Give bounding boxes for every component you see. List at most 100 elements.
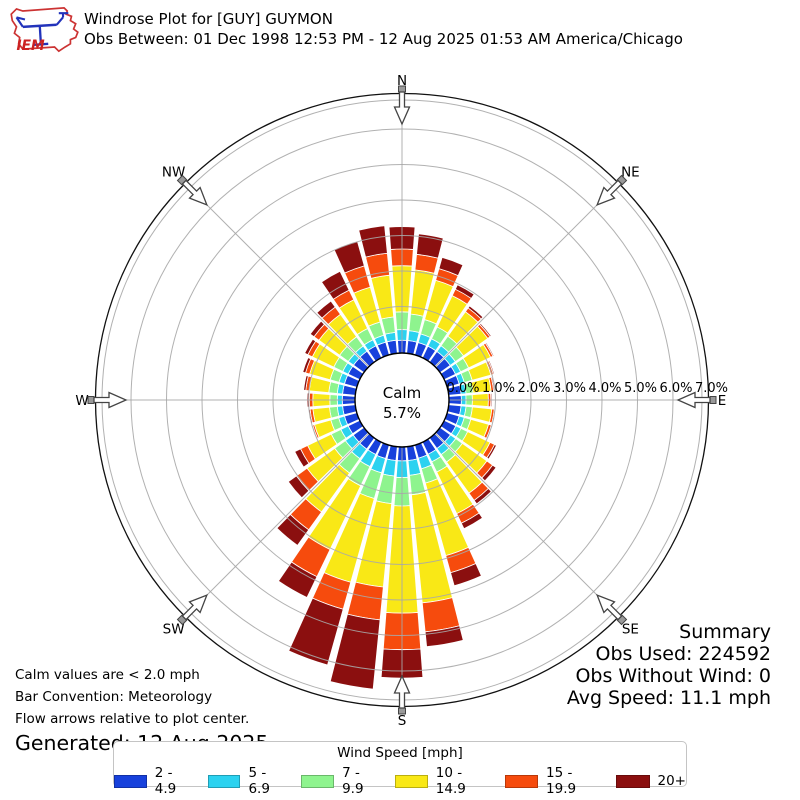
radial-tick-label-6.0%: 6.0% [659, 381, 692, 396]
legend-swatch [301, 774, 335, 788]
logo-iem-text: IEM [17, 38, 45, 54]
windrose-bar-10-bin2 [408, 313, 424, 333]
flow-arrow-head [393, 91, 411, 126]
iem-logo: IEM [10, 6, 79, 54]
windrose-bar-220-bin5 [276, 513, 310, 546]
flow-arrow-S [393, 674, 411, 715]
legend-items: 2 - 4.9 5 - 6.9 7 - 9.9 10 - 14.9 15 - 19.9 2… [114, 765, 686, 797]
windrose-bar-160-bin5 [450, 562, 482, 587]
flow-arrow-head [676, 391, 711, 409]
windrose-bar-120-bin5 [486, 444, 498, 460]
windrose-bar-130-bin5 [481, 464, 497, 482]
compass-label-NW: NW [162, 165, 185, 181]
legend-swatch [394, 774, 428, 788]
windrose-bar-140-bin5 [473, 487, 492, 505]
windrose-bar-200-bin5 [288, 597, 344, 666]
radial-tick-label-7.0%: 7.0% [695, 381, 728, 396]
note-flow-arrows: Flow arrows relative to plot center. [15, 711, 250, 727]
grid-spoke-315 [184, 182, 370, 368]
flow-arrow-W [87, 391, 128, 409]
windrose-bar-150-bin5 [460, 512, 484, 530]
weather-vane-icon [15, 12, 69, 47]
windrose-bar-40-bin5 [467, 305, 484, 320]
legend-item-20+: 20+ [615, 773, 687, 789]
grid-spoke-225 [184, 432, 370, 618]
compass-label-E: E [718, 393, 727, 409]
legend-label: 7 - 9.9 [342, 765, 364, 797]
flow-arrow-cap [398, 85, 406, 93]
windrose-bar-290-bin5 [302, 357, 312, 374]
flow-arrow-E [676, 391, 717, 409]
legend-swatch [615, 774, 650, 788]
calm-percent: 5.7% [383, 404, 421, 422]
windrose-bar-70-bin5 [487, 359, 495, 375]
summary-obs-used: Obs Used: 224592 [595, 643, 771, 665]
radial-tick-label-2.0%: 2.0% [517, 381, 550, 396]
flow-arrow-NW [176, 174, 208, 206]
windrose-bar-170-bin5 [424, 625, 464, 648]
flow-arrow-N [393, 85, 411, 126]
windrose-bar-210-bin5 [277, 561, 318, 599]
legend-swatch [207, 774, 241, 788]
legend-item-10-14.9: 10 - 14.9 [394, 765, 494, 797]
wind-speed-legend: Wind Speed [mph] 2 - 4.9 5 - 6.9 7 - 9.9 10… [113, 741, 687, 797]
page-title: Windrose Plot for [GUY] GUYMON [84, 10, 333, 28]
legend-item-5-6.9: 5 - 6.9 [207, 765, 291, 797]
windrose-bar-170-bin1 [407, 458, 422, 476]
compass-label-N: N [397, 73, 407, 89]
windrose-bar-350-bin4 [365, 252, 390, 279]
flow-arrow-SW [176, 594, 208, 626]
summary-obs-without-wind: Obs Without Wind: 0 [575, 665, 771, 687]
compass-label-SW: SW [163, 621, 185, 637]
windrose-bar-350-bin2 [380, 316, 396, 335]
legend-title: Wind Speed [mph] [337, 745, 463, 761]
calm-label: Calm [383, 384, 421, 402]
windrose-bar-350-bin5 [358, 225, 388, 258]
radial-tick-label-0.0%: 0.0% [446, 381, 479, 396]
summary-avg-speed: Avg Speed: 11.1 mph [566, 687, 771, 709]
flow-arrow-head [181, 179, 208, 206]
compass-label-SE: SE [622, 621, 639, 637]
legend-item-7-9.9: 7 - 9.9 [301, 765, 384, 797]
windrose-bar-170-bin4 [421, 597, 461, 633]
flow-arrow-NE [596, 174, 628, 206]
legend-label: 20+ [657, 773, 687, 789]
flow-arrow-head [93, 391, 128, 409]
radial-tick-label-4.0%: 4.0% [588, 381, 621, 396]
calm-circle [354, 352, 450, 448]
legend-label: 2 - 4.9 [154, 765, 177, 797]
compass-label-S: S [398, 713, 407, 729]
windrose-bar-320-bin5 [316, 300, 336, 319]
windrose-bar-280-bin5 [303, 375, 309, 391]
legend-swatch [505, 774, 539, 788]
radial-tick-label-5.0%: 5.0% [624, 381, 657, 396]
flow-arrow-head [596, 594, 623, 621]
compass-label-W: W [75, 393, 88, 409]
windrose-bar-330-bin5 [320, 270, 350, 300]
note-calm: Calm values are < 2.0 mph [15, 667, 200, 683]
windrose-bar-20-bin5 [438, 256, 464, 277]
windrose-bar-50-bin5 [479, 322, 492, 338]
note-bar-convention: Bar Convention: Meteorology [15, 689, 213, 705]
flow-arrow-cap [87, 396, 95, 404]
radial-tick-label-1.0%: 1.0% [482, 381, 515, 396]
compass-label-NE: NE [621, 165, 640, 181]
windrose-bar-30-bin5 [454, 284, 475, 299]
legend-label: 15 - 19.9 [546, 765, 577, 797]
windrose-bar-260-bin3 [312, 406, 332, 423]
windrose-bar-240-bin5 [294, 448, 310, 468]
page-subtitle: Obs Between: 01 Dec 1998 12:53 PM - 12 A… [84, 30, 683, 48]
legend-item-15-19.9: 15 - 19.9 [505, 765, 604, 797]
windrose-bar-230-bin5 [287, 475, 310, 499]
flow-arrow-head [596, 179, 623, 206]
flow-arrow-cap [709, 396, 717, 404]
windrose-bar-10-bin5 [416, 233, 444, 259]
radial-tick-label-3.0%: 3.0% [553, 381, 586, 396]
summary-block: Summary Obs Used: 224592 Obs Without Win… [567, 621, 771, 709]
grid-spoke-45 [434, 182, 620, 368]
summary-title: Summary [679, 621, 771, 643]
legend-item-2-4.9: 2 - 4.9 [114, 765, 197, 797]
flow-arrow-SE [596, 594, 628, 626]
windrose-plot: 0.0% 1.0% 2.0% 3.0% 4.0% 5.0% 6.0% 7.0% Calm 5.7%… [75, 73, 728, 729]
